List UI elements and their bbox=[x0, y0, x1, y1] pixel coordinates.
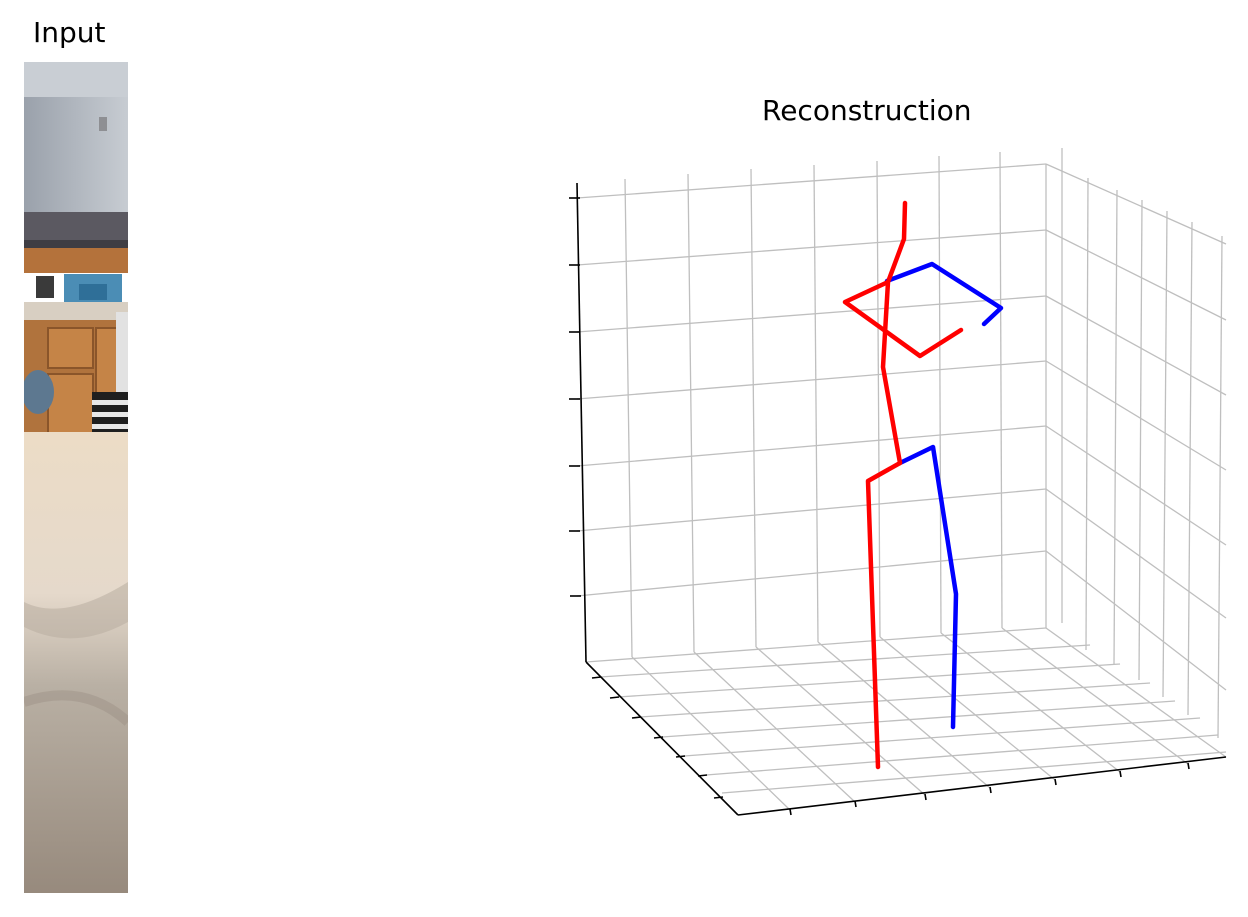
reconstruction-title: Reconstruction bbox=[762, 94, 972, 127]
input-image bbox=[24, 62, 128, 893]
left-arm bbox=[842, 279, 964, 359]
y-axis-line bbox=[585, 661, 739, 816]
left-leg bbox=[865, 460, 903, 770]
z-axis-line bbox=[576, 182, 587, 663]
grid-lines bbox=[576, 148, 1227, 811]
axes bbox=[569, 182, 1227, 816]
right-leg bbox=[897, 444, 959, 730]
right-arm bbox=[884, 261, 1004, 327]
skeleton bbox=[842, 200, 1004, 770]
x-axis-line bbox=[737, 756, 1227, 816]
input-title: Input bbox=[33, 16, 106, 49]
kitchen-photo bbox=[24, 62, 128, 893]
